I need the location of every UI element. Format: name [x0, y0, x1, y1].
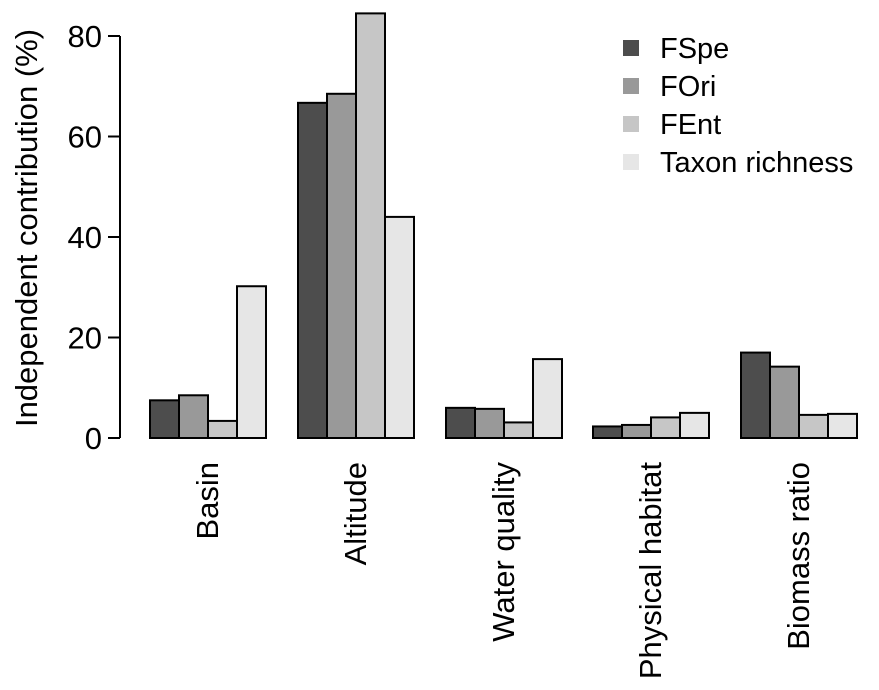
y-axis-title: Independent contribution (%)	[9, 29, 44, 427]
legend: FSpe FOri FEnt Taxon richness	[623, 33, 853, 179]
bar-fori-water-quality	[474, 407, 505, 440]
bar-taxon-richness-biomass-ratio	[827, 412, 858, 440]
bar-fspe-altitude	[297, 101, 328, 440]
bars	[149, 12, 858, 440]
category-label: Basin	[190, 462, 225, 540]
legend-label: FEnt	[660, 109, 721, 141]
y-tick-label: 20	[68, 321, 102, 356]
legend-swatch	[623, 154, 639, 170]
bar-fspe-water-quality	[445, 406, 476, 440]
legend-swatch	[623, 40, 639, 56]
y-tick-label: 60	[68, 120, 102, 155]
bar-fori-physical-habitat	[621, 423, 652, 439]
y-tick-label: 40	[68, 220, 102, 255]
bar-fori-biomass-ratio	[769, 365, 800, 439]
bar-taxon-richness-altitude	[384, 215, 415, 439]
bar-fspe-physical-habitat	[592, 425, 623, 440]
bar-fent-physical-habitat	[650, 416, 681, 439]
bar-fent-biomass-ratio	[798, 413, 829, 440]
legend-label: FOri	[660, 71, 716, 103]
y-tick-label: 80	[68, 19, 102, 54]
bar-taxon-richness-physical-habitat	[679, 411, 710, 439]
bar-fspe-basin	[149, 399, 180, 439]
bar-taxon-richness-basin	[236, 285, 267, 439]
y-axis: 0 20 40 60 80	[68, 19, 121, 456]
bar-fent-basin	[207, 419, 238, 440]
bar-fori-basin	[178, 394, 209, 440]
bar-fent-altitude	[355, 12, 386, 439]
category-label: Biomass ratio	[781, 462, 816, 650]
category-label: Physical habitat	[633, 462, 668, 680]
legend-swatch	[623, 78, 639, 94]
category-labels: Basin Altitude Water quality Physical habit…	[190, 462, 816, 680]
category-label: Altitude	[338, 462, 373, 565]
y-tick-label: 0	[85, 421, 102, 456]
bar-fent-water-quality	[503, 421, 534, 439]
bar-taxon-richness-water-quality	[532, 358, 563, 440]
category-label: Water quality	[486, 462, 521, 642]
bar-fori-altitude	[326, 92, 357, 439]
bar-fspe-biomass-ratio	[740, 351, 771, 440]
legend-label: Taxon richness	[660, 147, 853, 179]
legend-swatch	[623, 116, 639, 132]
legend-label: FSpe	[660, 33, 729, 65]
